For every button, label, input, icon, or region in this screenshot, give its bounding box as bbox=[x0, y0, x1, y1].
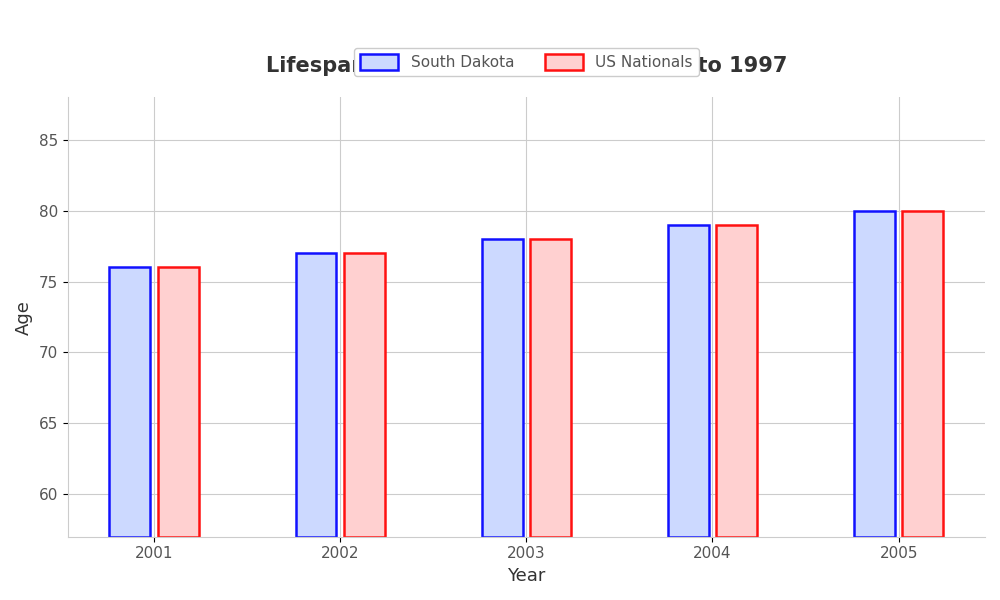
X-axis label: Year: Year bbox=[507, 567, 546, 585]
Bar bbox=[296, 253, 336, 537]
Bar bbox=[344, 253, 385, 537]
Y-axis label: Age: Age bbox=[15, 299, 33, 335]
Legend: South Dakota, US Nationals: South Dakota, US Nationals bbox=[354, 48, 699, 76]
Bar bbox=[530, 239, 571, 537]
Bar bbox=[109, 268, 150, 537]
Title: Lifespan in South Dakota from 1976 to 1997: Lifespan in South Dakota from 1976 to 19… bbox=[266, 56, 787, 76]
Bar bbox=[482, 239, 523, 537]
Bar bbox=[158, 268, 199, 537]
Bar bbox=[668, 225, 709, 537]
Bar bbox=[902, 211, 943, 537]
Bar bbox=[854, 211, 895, 537]
Bar bbox=[716, 225, 757, 537]
